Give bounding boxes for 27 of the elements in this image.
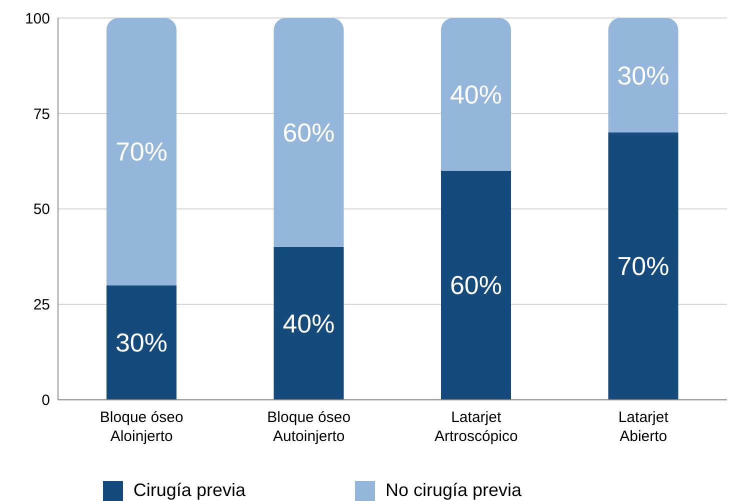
y-tick-label: 100 — [24, 10, 50, 28]
x-tick-label: Latarjet Abierto — [618, 408, 670, 445]
bar — [608, 18, 678, 133]
y-tick-label: 0 — [42, 392, 50, 410]
x-tick-label: Bloque óseo Autoinjerto — [267, 408, 351, 445]
y-tick-label: 25 — [33, 296, 50, 314]
data-label: 70% — [617, 251, 670, 282]
data-label: 60% — [450, 270, 502, 300]
data-label: 40% — [282, 308, 335, 338]
data-label: 30% — [115, 327, 168, 358]
bar — [441, 18, 512, 171]
data-label: 30% — [617, 60, 670, 90]
data-label: 60% — [282, 118, 335, 148]
bar — [608, 132, 678, 400]
x-tick-label: Bloque óseo Aloinjerto — [100, 408, 184, 445]
bar — [274, 247, 344, 400]
bar — [441, 170, 512, 400]
legend-label: Cirugía previa — [133, 480, 246, 500]
x-tick-label: Latarjet Artroscópico — [434, 408, 518, 445]
data-label: 40% — [450, 79, 502, 110]
bar — [106, 18, 177, 286]
bar — [274, 18, 344, 248]
y-tick-label: 75 — [33, 106, 50, 123]
legend-label: No cirugía previa — [385, 480, 522, 500]
data-label: 70% — [115, 136, 168, 167]
bar — [106, 285, 177, 400]
y-tick-label: 50 — [33, 201, 50, 218]
